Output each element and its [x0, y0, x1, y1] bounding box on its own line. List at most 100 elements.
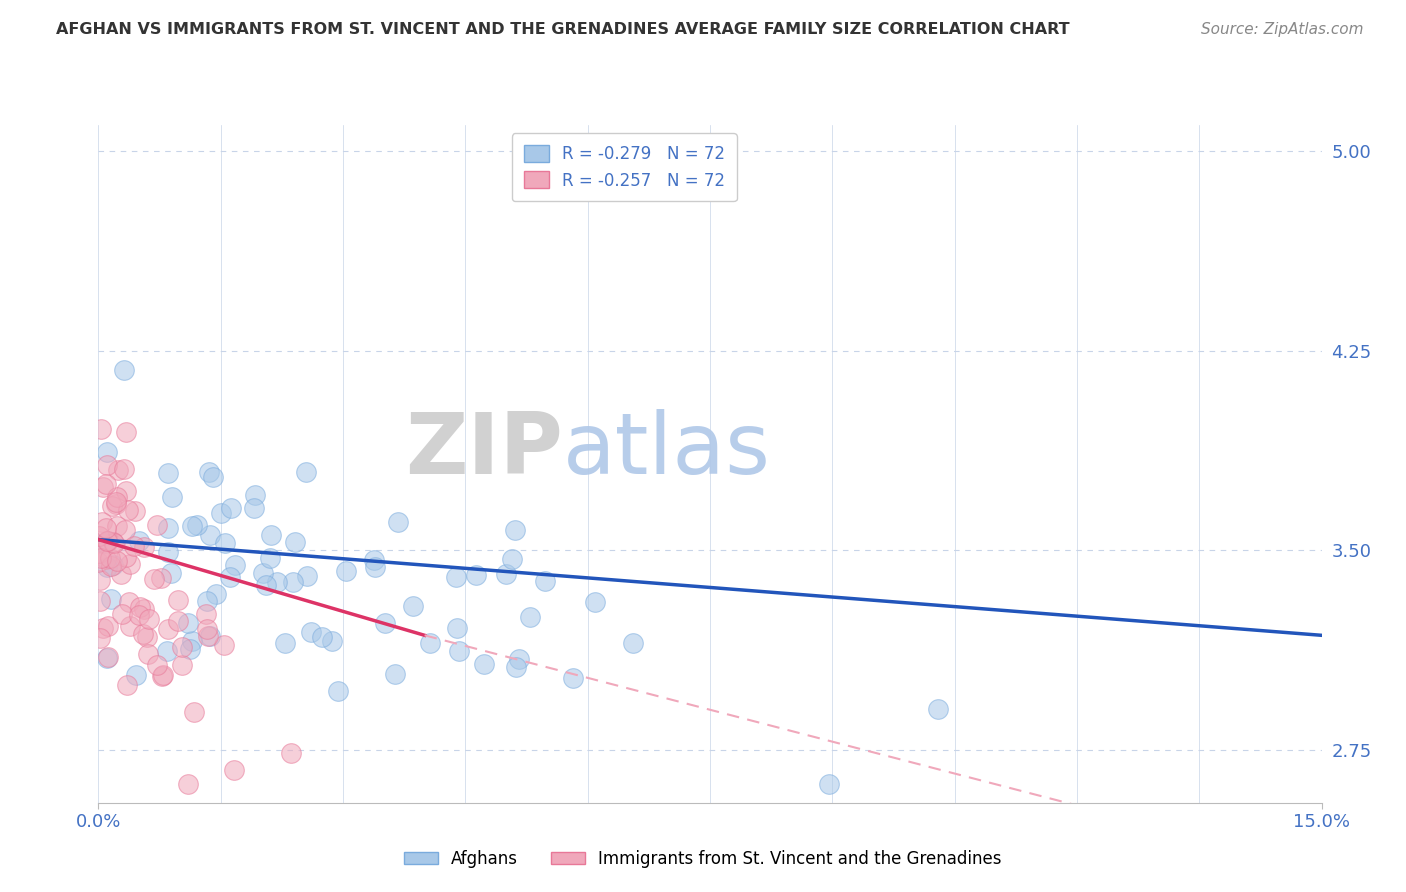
Point — [198, 629, 221, 643]
Point — [170, 640, 193, 654]
Point — [621, 636, 644, 650]
Point — [122, 539, 145, 553]
Point — [90, 515, 112, 529]
Point — [124, 504, 146, 518]
Point — [562, 671, 585, 685]
Point — [444, 570, 467, 584]
Point — [447, 644, 470, 658]
Point — [419, 636, 441, 650]
Point — [87, 555, 110, 569]
Point — [927, 702, 949, 716]
Point — [105, 554, 128, 568]
Point — [180, 633, 202, 648]
Point — [87, 529, 110, 543]
Point — [152, 667, 174, 681]
Point — [89, 593, 111, 607]
Point — [179, 642, 201, 657]
Point — [96, 650, 118, 665]
Point — [96, 458, 118, 473]
Point — [243, 488, 266, 502]
Point — [157, 466, 180, 480]
Point — [195, 623, 218, 637]
Point — [91, 479, 114, 493]
Point — [242, 500, 264, 515]
Point — [89, 573, 111, 587]
Point — [94, 520, 117, 534]
Point — [495, 566, 517, 581]
Point — [115, 550, 138, 565]
Point — [129, 600, 152, 615]
Point — [128, 533, 150, 548]
Text: atlas: atlas — [564, 409, 772, 491]
Point — [97, 650, 120, 665]
Point — [156, 521, 179, 535]
Point — [94, 476, 117, 491]
Point — [142, 573, 165, 587]
Point — [472, 657, 495, 671]
Point — [259, 551, 281, 566]
Text: Source: ZipAtlas.com: Source: ZipAtlas.com — [1201, 22, 1364, 37]
Point — [156, 622, 179, 636]
Point — [402, 599, 425, 613]
Point — [194, 607, 217, 621]
Point — [107, 519, 129, 533]
Point — [176, 777, 198, 791]
Point — [117, 503, 139, 517]
Point — [212, 638, 235, 652]
Point — [501, 552, 523, 566]
Point — [374, 615, 396, 630]
Text: AFGHAN VS IMMIGRANTS FROM ST. VINCENT AND THE GRENADINES AVERAGE FAMILY SIZE COR: AFGHAN VS IMMIGRANTS FROM ST. VINCENT AN… — [56, 22, 1070, 37]
Point — [177, 615, 200, 630]
Point — [224, 763, 246, 777]
Point — [254, 577, 277, 591]
Point — [146, 658, 169, 673]
Point — [209, 506, 232, 520]
Point — [87, 546, 110, 560]
Point — [299, 624, 322, 639]
Point — [112, 363, 135, 377]
Text: ZIP: ZIP — [405, 409, 564, 491]
Point — [446, 621, 468, 635]
Point — [260, 527, 283, 541]
Point — [172, 658, 194, 673]
Point — [195, 594, 218, 608]
Legend: Afghans, Immigrants from St. Vincent and the Grenadines: Afghans, Immigrants from St. Vincent and… — [398, 844, 1008, 875]
Point — [136, 647, 159, 661]
Point — [160, 566, 183, 581]
Point — [508, 651, 530, 665]
Point — [280, 746, 302, 760]
Point — [120, 557, 142, 571]
Point — [105, 490, 128, 504]
Point — [181, 518, 204, 533]
Point — [114, 425, 136, 439]
Point — [224, 558, 246, 573]
Point — [125, 668, 148, 682]
Point — [160, 490, 183, 504]
Point — [295, 569, 318, 583]
Point — [186, 518, 208, 533]
Point — [96, 559, 118, 574]
Point — [97, 619, 120, 633]
Point — [157, 545, 180, 559]
Point — [90, 422, 112, 436]
Point — [93, 536, 115, 550]
Point — [132, 602, 155, 616]
Point — [205, 587, 228, 601]
Point — [101, 499, 124, 513]
Point — [321, 634, 343, 648]
Point — [167, 592, 190, 607]
Point — [328, 683, 350, 698]
Point — [283, 575, 305, 590]
Point — [103, 558, 125, 573]
Point — [100, 592, 122, 607]
Point — [219, 500, 242, 515]
Point — [534, 574, 557, 588]
Point — [218, 570, 240, 584]
Point — [335, 564, 357, 578]
Point — [183, 705, 205, 719]
Point — [90, 551, 112, 566]
Point — [503, 523, 526, 537]
Point — [136, 631, 159, 645]
Point — [818, 777, 841, 791]
Point — [107, 463, 129, 477]
